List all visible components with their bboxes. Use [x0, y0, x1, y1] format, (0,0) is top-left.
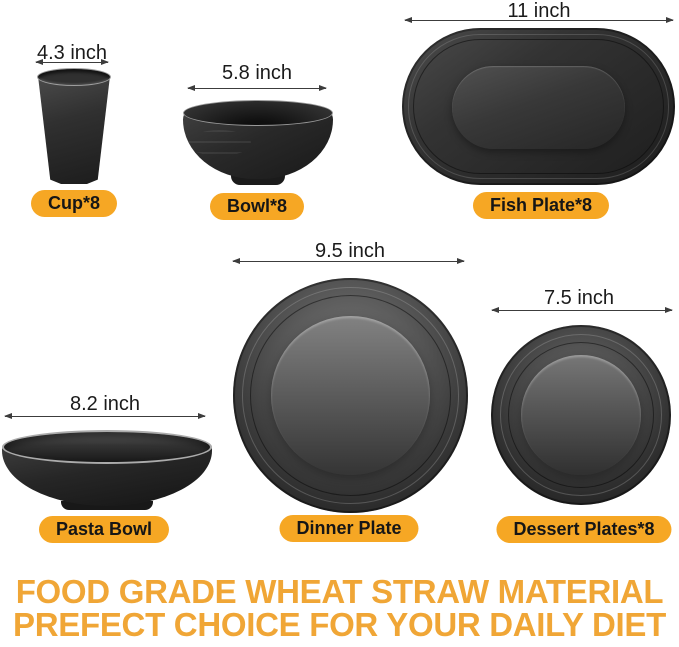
bowl-label-pill: Bowl*8: [209, 193, 305, 220]
arrowhead-right-icon: [101, 59, 109, 65]
arrowhead-left-icon: [187, 85, 195, 91]
dinner-plate-ring: [250, 295, 451, 496]
fish-plate-ring: [408, 34, 669, 179]
arrowhead-right-icon: [457, 258, 465, 264]
dinner-plate-image: [233, 278, 468, 513]
pasta-bowl-dimension-arrow: [4, 413, 206, 419]
bowl-image: [183, 100, 333, 185]
dessert-plates-dimension-label: 7.5 inch: [543, 287, 615, 309]
dinner-plate-dimension-label: 9.5 inch: [314, 240, 386, 262]
pasta-bowl-dimension-label: 8.2 inch: [69, 393, 141, 415]
dessert-plate-ring: [508, 342, 654, 488]
arrowhead-left-icon: [232, 258, 240, 264]
dinner-plate-ring: [242, 287, 459, 504]
dessert-plate-floor: [521, 355, 641, 475]
fish-plate-label-pill: Fish Plate*8: [472, 192, 610, 219]
arrowhead-left-icon: [35, 59, 43, 65]
cup-body: [38, 76, 110, 184]
dessert-plates-image: [491, 325, 671, 505]
fish-plate-image: [402, 28, 675, 185]
dinner-plate-label-pill: Dinner Plate: [279, 515, 419, 542]
arrowhead-left-icon: [404, 17, 412, 23]
arrowhead-left-icon: [491, 307, 499, 313]
arrowhead-right-icon: [319, 85, 327, 91]
dessert-plates-label-pill: Dessert Plates*8: [496, 516, 672, 543]
arrowhead-right-icon: [198, 413, 206, 419]
footer-slogan-line2: PREFECT CHOICE FOR YOUR DAILY DIET: [13, 606, 666, 643]
dessert-plates-dimension-arrow: [491, 307, 673, 313]
pasta-bowl-label-pill: Pasta Bowl: [38, 516, 170, 543]
cup-image: [37, 68, 111, 184]
bowl-ridges: [187, 130, 251, 156]
bowl-dimension-arrow: [187, 85, 327, 91]
fish-plate-dimension-arrow: [404, 17, 674, 23]
dinner-plate-floor: [271, 316, 430, 475]
cup-dimension-label: 4.3 inch: [36, 42, 108, 64]
arrowhead-right-icon: [665, 307, 673, 313]
fish-plate-dimension-label: 11 inch: [507, 0, 571, 22]
arrowhead-left-icon: [4, 413, 12, 419]
pasta-bowl-image: [2, 430, 212, 510]
cup-dimension-arrow: [35, 59, 109, 65]
footer-slogan-line1: FOOD GRADE WHEAT STRAW MATERIAL: [15, 573, 664, 610]
dinner-plate-dimension-arrow: [232, 258, 465, 264]
fish-plate-ring: [413, 39, 664, 174]
cup-rim: [37, 68, 111, 86]
bowl-dimension-label: 5.8 inch: [221, 62, 293, 84]
pasta-bowl-rim: [2, 430, 212, 464]
arrowhead-right-icon: [666, 17, 674, 23]
dessert-plate-ring: [500, 334, 662, 496]
bowl-foot: [231, 175, 285, 185]
cup-label-pill: Cup*8: [30, 190, 118, 217]
fish-plate-floor: [452, 66, 625, 149]
bowl-rim: [183, 100, 333, 126]
